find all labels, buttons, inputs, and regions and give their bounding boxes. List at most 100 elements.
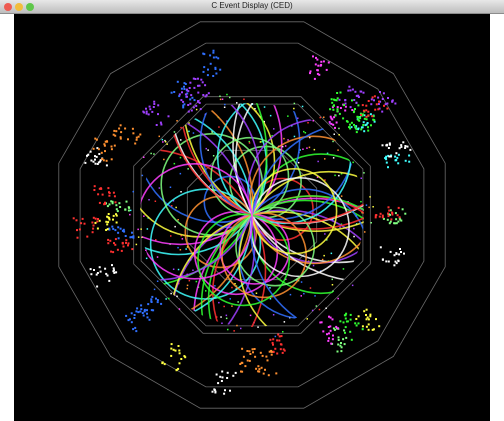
hit xyxy=(190,94,192,96)
hit xyxy=(269,339,271,341)
hit xyxy=(387,166,389,168)
hit xyxy=(336,122,338,124)
hit xyxy=(287,139,289,141)
hit xyxy=(371,222,373,224)
title-bar: C Event Display (CED) xyxy=(0,0,504,14)
hit xyxy=(287,115,289,117)
hit xyxy=(134,314,136,316)
hit xyxy=(140,228,142,230)
hit xyxy=(153,103,155,105)
hit xyxy=(385,156,387,158)
hit xyxy=(181,88,183,90)
hit xyxy=(357,116,359,118)
hit xyxy=(348,86,350,88)
hit xyxy=(132,128,134,130)
hit xyxy=(95,222,97,224)
hit xyxy=(138,136,140,138)
hit xyxy=(212,391,214,393)
hit xyxy=(187,104,189,106)
hit xyxy=(408,155,410,157)
hit xyxy=(180,249,182,251)
hit xyxy=(99,266,101,268)
hit xyxy=(347,90,349,92)
hit xyxy=(391,101,393,103)
hit xyxy=(96,221,98,223)
hit xyxy=(174,131,176,133)
hit xyxy=(166,143,168,145)
hit xyxy=(94,159,96,161)
hit xyxy=(96,286,98,288)
hit xyxy=(114,145,116,147)
hit xyxy=(377,108,379,110)
hit xyxy=(320,117,322,119)
hit xyxy=(173,269,175,271)
hit xyxy=(144,310,146,312)
hit xyxy=(395,159,397,161)
hit xyxy=(99,202,101,204)
hit xyxy=(351,122,353,124)
hit xyxy=(177,219,179,221)
hit xyxy=(193,106,195,108)
hit xyxy=(117,210,119,212)
hit xyxy=(157,301,159,303)
hit xyxy=(226,94,228,96)
hit xyxy=(349,128,351,130)
hit xyxy=(283,138,285,140)
hit xyxy=(394,254,396,256)
hit xyxy=(163,159,165,161)
hit xyxy=(186,96,188,98)
hit xyxy=(112,219,114,221)
hit xyxy=(196,281,198,283)
hit xyxy=(380,213,382,215)
hit xyxy=(125,315,127,317)
hit xyxy=(196,109,198,111)
hit xyxy=(372,96,374,98)
hit xyxy=(137,229,139,231)
hit xyxy=(203,71,205,73)
hit xyxy=(219,96,221,98)
hit xyxy=(270,115,272,117)
hit xyxy=(100,271,102,273)
hit xyxy=(111,158,113,160)
hit xyxy=(388,210,390,212)
hit xyxy=(202,81,204,83)
hit xyxy=(178,350,180,352)
hit xyxy=(147,316,149,318)
hit xyxy=(386,145,388,147)
hit xyxy=(95,163,97,165)
hit xyxy=(273,128,275,130)
hit xyxy=(330,116,332,118)
hit xyxy=(386,103,388,105)
hit xyxy=(356,325,358,327)
hit xyxy=(140,304,142,306)
hit xyxy=(322,259,324,261)
hit xyxy=(170,348,172,350)
hit xyxy=(90,268,92,270)
hit xyxy=(345,313,347,315)
hit xyxy=(331,118,333,120)
hit xyxy=(149,108,151,110)
hit xyxy=(365,314,367,316)
hit xyxy=(350,89,352,91)
hit xyxy=(255,368,257,370)
hit xyxy=(379,91,381,93)
hit xyxy=(407,146,409,148)
hit xyxy=(337,351,339,353)
hit xyxy=(189,82,191,84)
hit xyxy=(312,55,314,57)
hit xyxy=(331,253,333,255)
hit xyxy=(217,382,219,384)
hit xyxy=(90,273,92,275)
hit xyxy=(170,235,172,237)
hit xyxy=(276,339,278,341)
hit xyxy=(207,74,209,76)
hit xyxy=(313,265,315,267)
hit xyxy=(338,336,340,338)
hit xyxy=(363,310,365,312)
hit xyxy=(303,131,305,133)
hit xyxy=(381,111,383,113)
hit xyxy=(294,136,296,138)
hit xyxy=(342,338,344,340)
hit xyxy=(112,251,114,253)
hit xyxy=(352,89,354,91)
